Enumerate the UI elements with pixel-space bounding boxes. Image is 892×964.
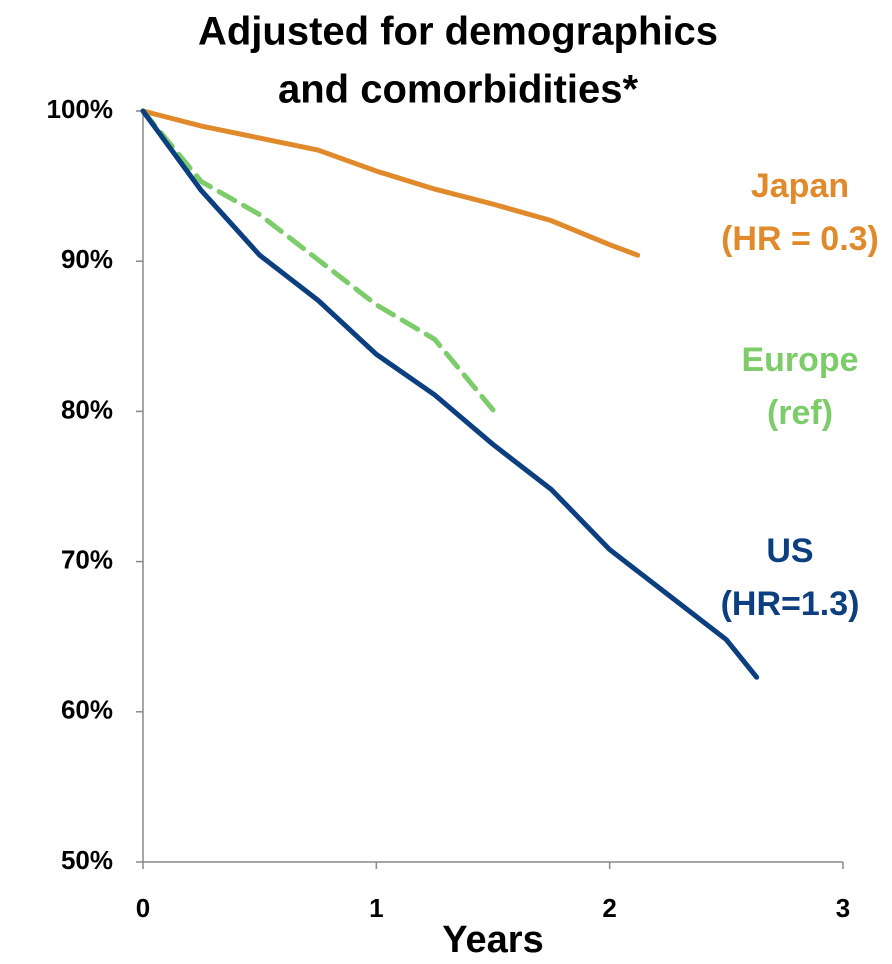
chart-title: and comorbidities* [278, 68, 638, 112]
x-tick-label: 3 [836, 893, 850, 923]
series-label: Europe [741, 341, 858, 379]
x-tick-label: 1 [369, 893, 383, 923]
y-tick-label: 60% [61, 695, 113, 725]
series-label: US [766, 532, 813, 570]
series-note: (ref) [767, 394, 833, 432]
chart-title: Adjusted for demographics [198, 10, 718, 54]
y-tick-label: 90% [61, 244, 113, 274]
series-line [140, 108, 760, 680]
series-line [140, 108, 496, 413]
series-label: Japan [751, 167, 849, 205]
y-tick-label: 100% [47, 94, 114, 124]
y-tick-label: 70% [61, 544, 113, 574]
y-tick-label: 50% [61, 845, 113, 875]
x-tick-label: 2 [602, 893, 616, 923]
series-note: (HR=1.3) [721, 585, 860, 623]
x-tick-label: 0 [136, 893, 150, 923]
y-tick-label: 80% [61, 394, 113, 424]
x-axis-label: Years [442, 919, 543, 961]
series-note: (HR = 0.3) [721, 220, 879, 258]
series-line [140, 108, 641, 258]
